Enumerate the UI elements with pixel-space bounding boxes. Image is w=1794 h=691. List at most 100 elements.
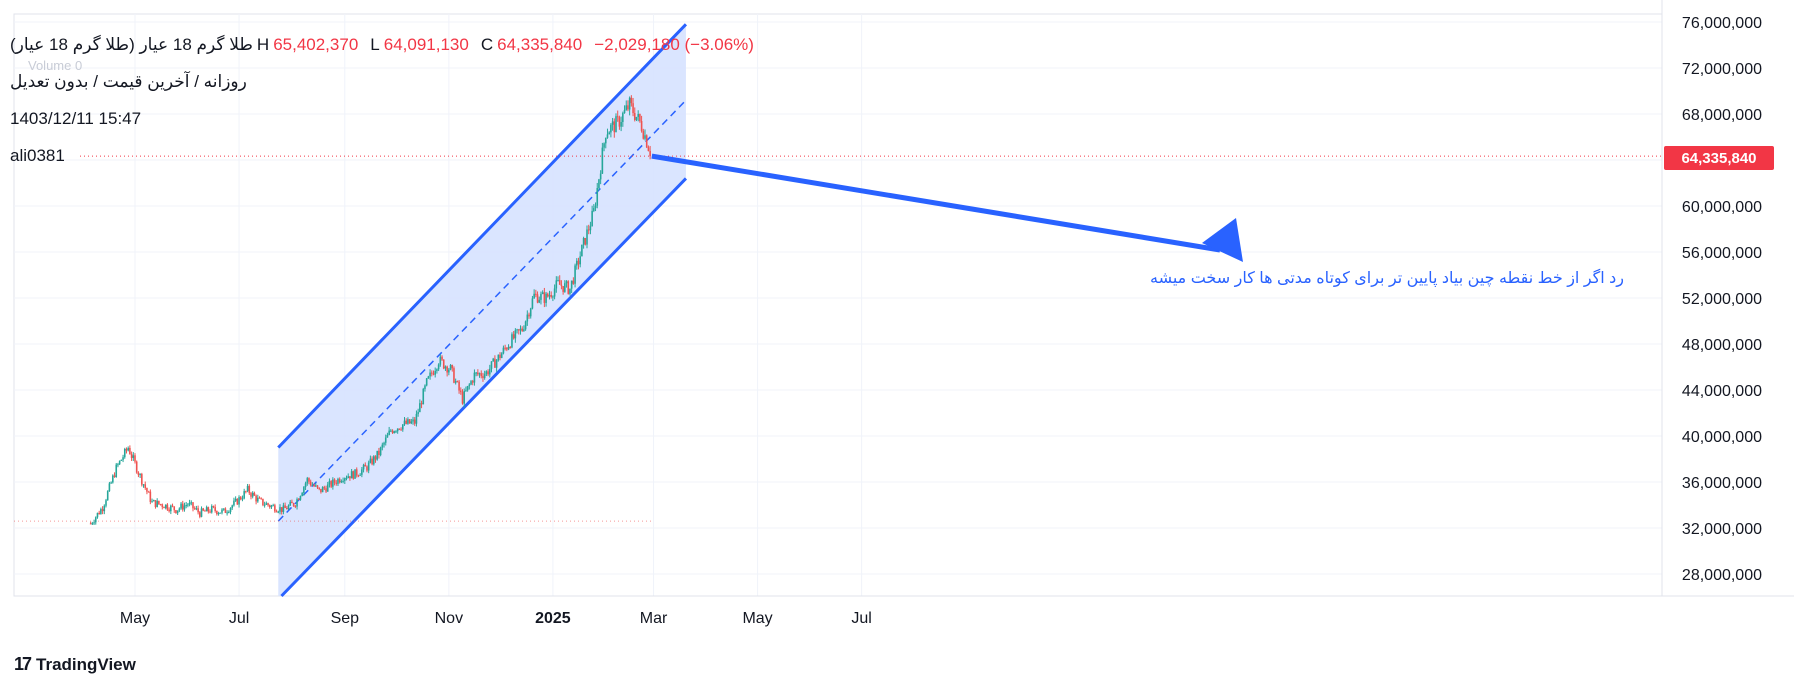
candle: [408, 419, 411, 424]
candle: [303, 486, 305, 496]
candle: [118, 460, 121, 466]
candle: [594, 202, 597, 212]
candle: [398, 428, 401, 431]
x-tick-label: Sep: [331, 610, 360, 627]
candle: [637, 110, 639, 122]
candle: [400, 427, 402, 431]
candle: [192, 502, 194, 512]
candle: [424, 384, 426, 392]
candle: [122, 454, 124, 463]
candle: [279, 504, 281, 515]
candle: [436, 368, 438, 374]
candle: [511, 332, 513, 349]
candle: [359, 473, 361, 476]
candle: [199, 511, 201, 519]
candle: [112, 474, 114, 484]
candle: [369, 455, 372, 464]
candle: [506, 346, 508, 352]
candle: [139, 473, 141, 479]
candle: [560, 280, 563, 290]
volume-ghost-label: Volume 0: [28, 58, 83, 73]
candle: [546, 292, 549, 298]
candle: [391, 429, 394, 434]
tradingview-logo[interactable]: 17 TradingView: [14, 654, 136, 675]
candle: [161, 503, 164, 510]
candle: [598, 178, 600, 191]
candle: [459, 387, 462, 395]
candle: [622, 111, 624, 127]
candle: [630, 95, 633, 107]
candle: [135, 460, 138, 474]
tradingview-logo-text: TradingView: [36, 654, 136, 674]
candle: [315, 483, 317, 487]
candle: [603, 142, 605, 152]
candle: [292, 502, 295, 507]
candle: [371, 456, 373, 466]
candle: [517, 329, 520, 335]
candle: [606, 128, 609, 139]
candle: [294, 505, 297, 509]
candle: [482, 372, 484, 382]
candle: [446, 365, 448, 377]
close-value: 64,335,840: [497, 34, 583, 54]
candle: [204, 509, 206, 512]
candle: [210, 504, 213, 514]
legend-ohlc-row: طلا گرم 18 عیار (طلا گرم 18 عیار) H 65,40…: [10, 26, 758, 63]
x-tick-label: Mar: [640, 610, 668, 627]
candle: [633, 107, 636, 122]
candle: [301, 491, 303, 497]
high-label: H: [256, 34, 270, 54]
candle: [197, 505, 199, 515]
candle: [429, 369, 431, 380]
candle: [284, 502, 286, 509]
candle: [574, 263, 576, 288]
symbol-name[interactable]: طلا گرم 18 عیار (طلا گرم 18 عیار): [10, 34, 253, 54]
candle: [485, 370, 488, 377]
low-value: 64,091,130: [383, 34, 469, 54]
candle: [528, 312, 530, 319]
candle: [639, 113, 641, 123]
candle: [366, 465, 368, 473]
candle: [456, 380, 459, 383]
x-tick-label: Jul: [229, 610, 249, 627]
candle: [308, 477, 310, 485]
candle: [101, 506, 104, 515]
candle: [390, 428, 392, 433]
y-tick-label: 76,000,000: [1682, 15, 1762, 32]
candle: [628, 96, 631, 116]
candle: [516, 328, 518, 334]
candle: [451, 364, 454, 372]
candle: [195, 505, 198, 511]
candle: [466, 385, 469, 392]
candle: [296, 497, 298, 510]
annotation-arrowhead: [1202, 218, 1243, 262]
candle: [642, 128, 645, 140]
candle: [393, 430, 396, 434]
candle: [246, 483, 249, 493]
candle: [523, 325, 525, 332]
candle: [383, 441, 385, 448]
candle: [304, 481, 307, 491]
candle: [478, 372, 481, 378]
candle: [352, 470, 355, 480]
candle: [330, 480, 332, 489]
x-tick-label: May: [120, 610, 150, 627]
candle: [321, 486, 324, 493]
y-tick-label: 56,000,000: [1682, 245, 1762, 262]
candle: [236, 498, 239, 505]
chart-annotation-text[interactable]: رد اگر از خط نقطه چین بیاد پایین تر برای…: [1150, 270, 1624, 287]
candle: [257, 494, 259, 503]
candle: [234, 496, 237, 502]
candle: [241, 495, 244, 502]
candle: [572, 277, 575, 285]
candle: [640, 115, 643, 133]
candle: [570, 280, 573, 294]
x-tick-label: Jul: [851, 610, 871, 627]
candle: [221, 508, 223, 515]
candle: [553, 284, 556, 300]
candle: [159, 503, 162, 506]
candle: [533, 289, 535, 299]
candle: [338, 477, 341, 484]
candle: [200, 506, 203, 518]
